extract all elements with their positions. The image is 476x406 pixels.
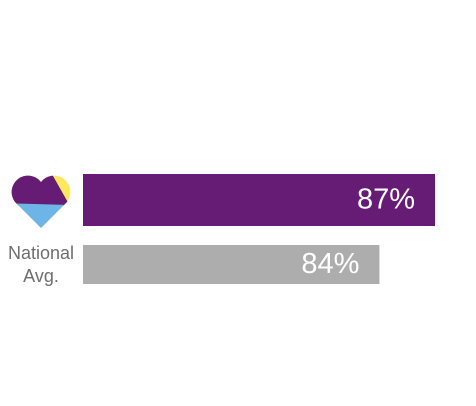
category-label: National Avg. <box>7 242 75 286</box>
bar <box>83 174 435 226</box>
heart-icon <box>11 175 71 228</box>
value-label: 84% <box>301 248 359 280</box>
value-label: 87% <box>357 184 415 216</box>
bar <box>83 245 380 284</box>
